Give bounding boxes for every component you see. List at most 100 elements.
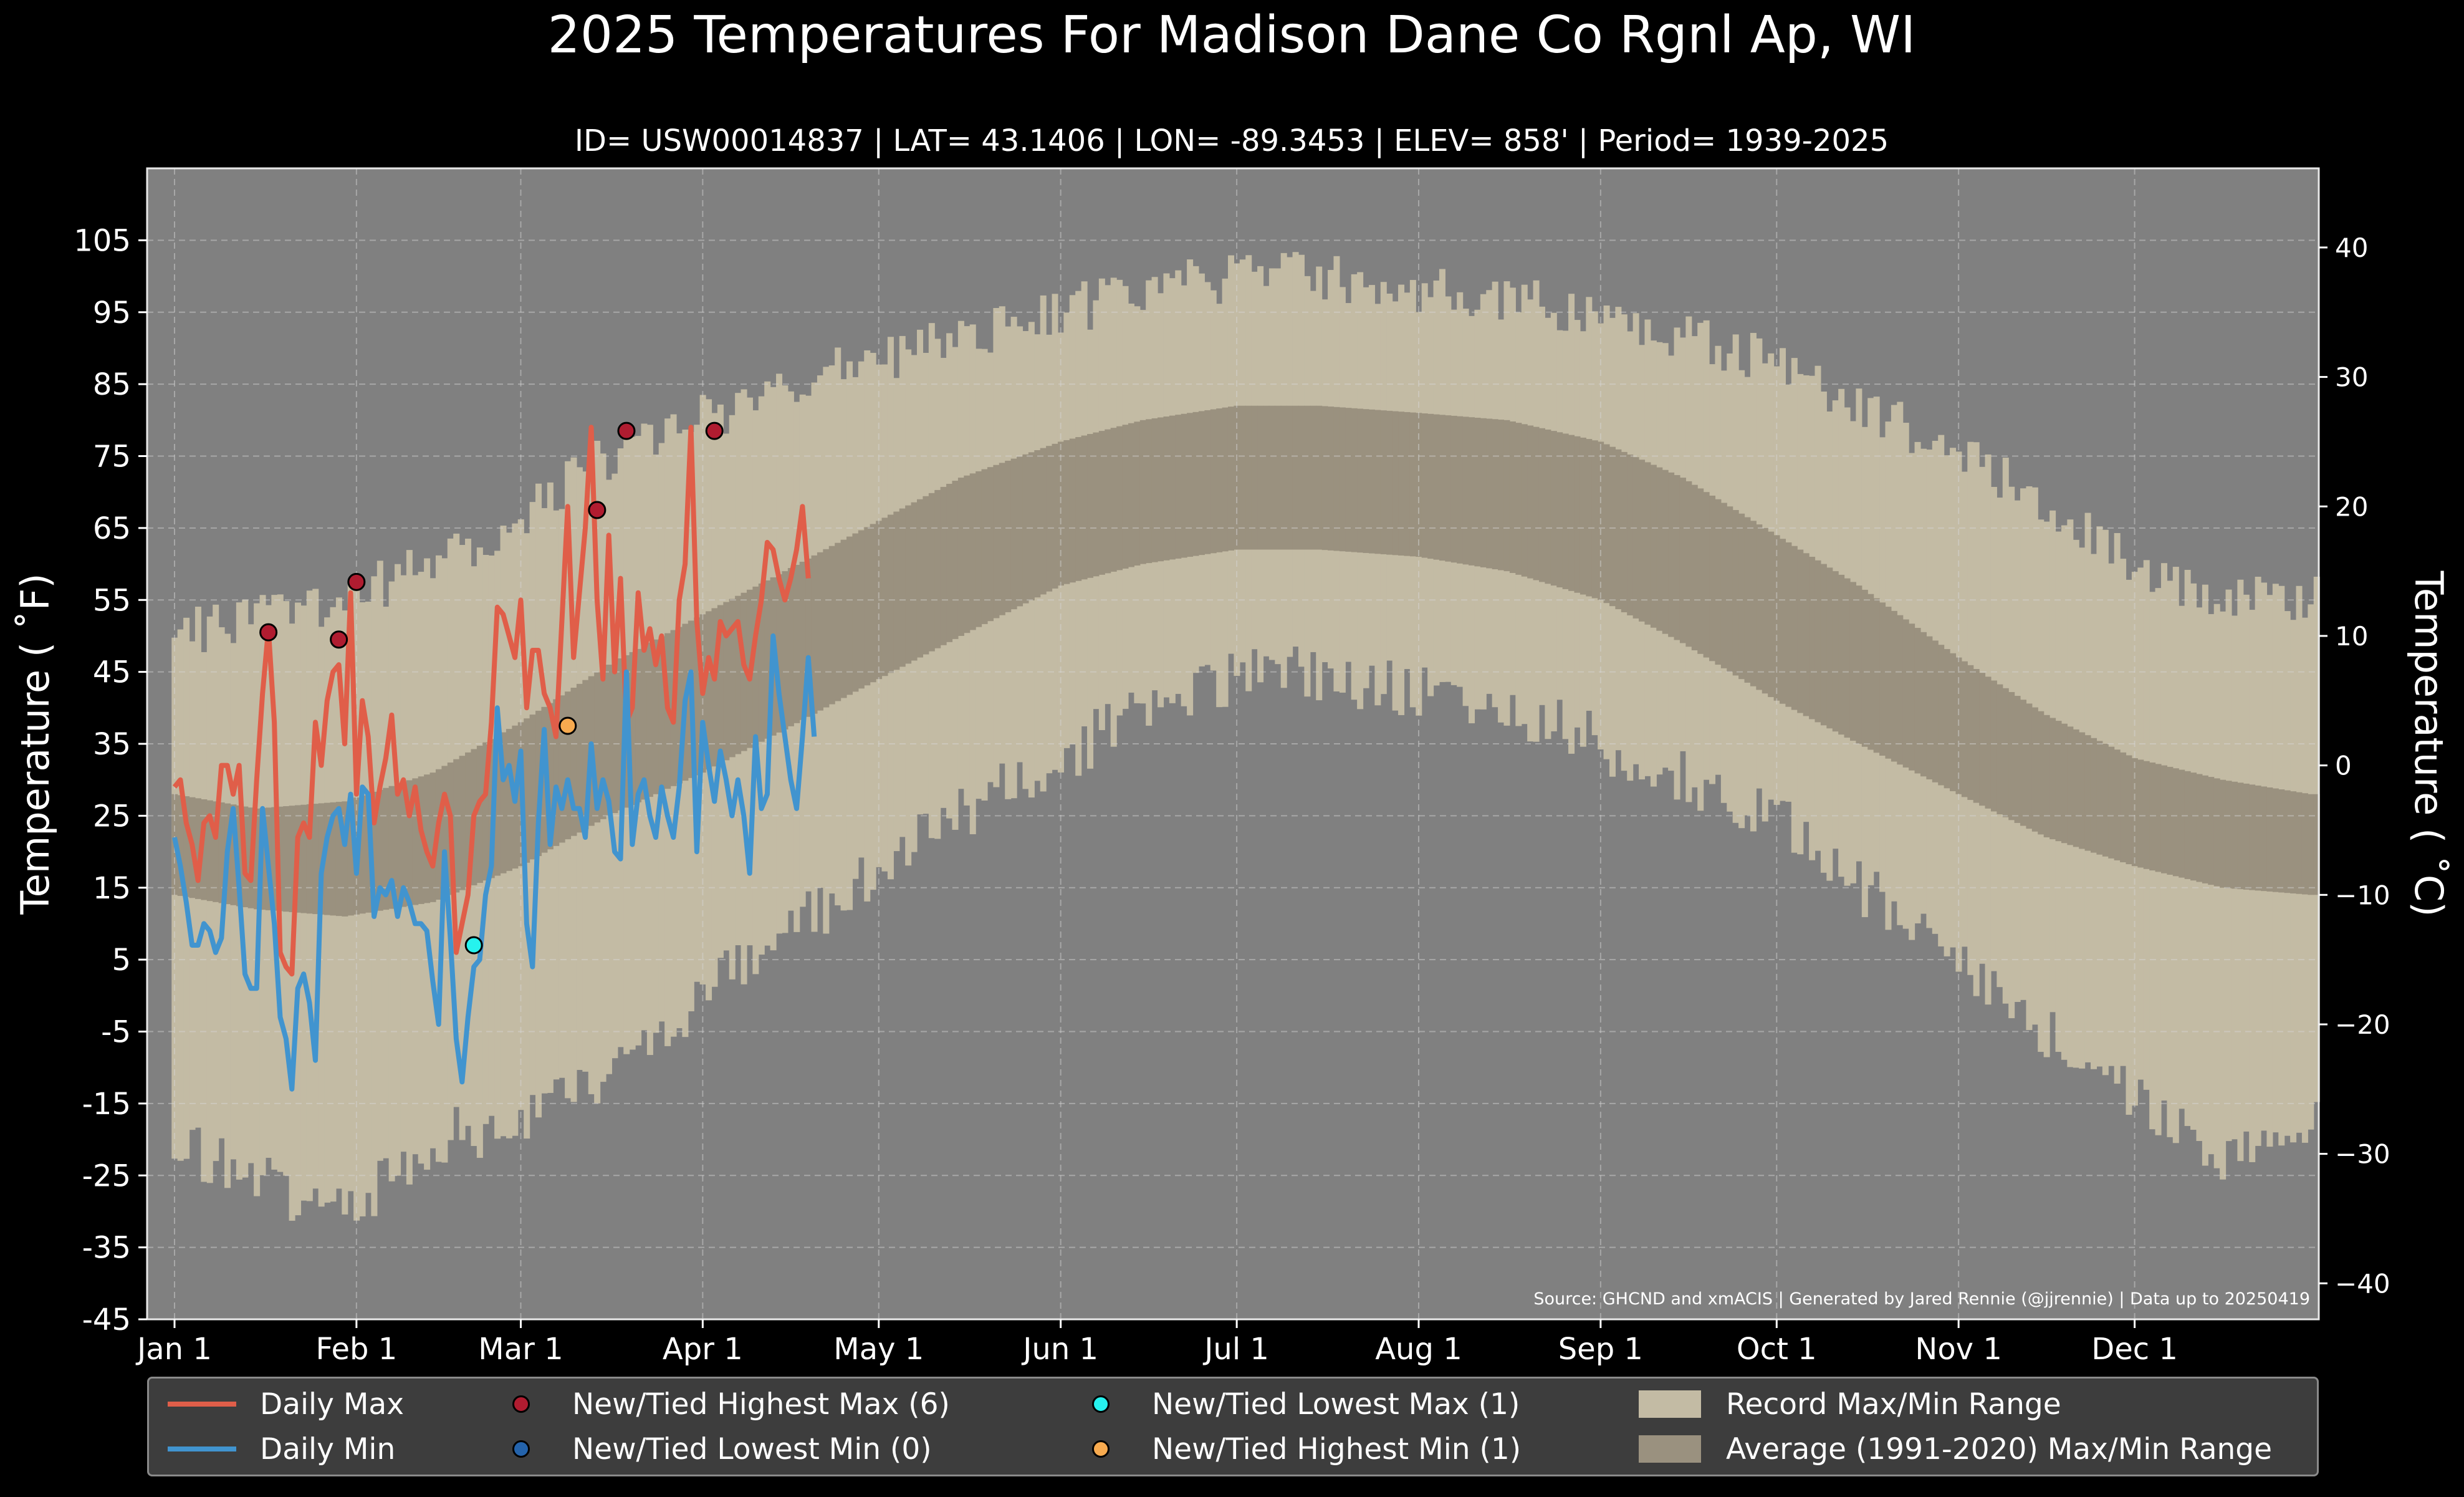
normal-range-bar	[1727, 506, 1733, 672]
normal-range-bar	[2114, 749, 2121, 860]
normal-range-bar	[1175, 415, 1182, 559]
normal-range-bar	[1791, 546, 1798, 710]
y-tick-label: -45	[82, 1302, 131, 1337]
x-tick-label: Feb 1	[315, 1332, 397, 1367]
normal-range-bar	[1257, 405, 1264, 550]
normal-range-bar	[805, 558, 812, 717]
normal-range-bar	[300, 804, 307, 913]
normal-range-bar	[453, 759, 460, 893]
normal-range-bar	[547, 703, 554, 850]
normal-range-bar	[617, 658, 624, 811]
normal-range-bar	[817, 552, 823, 711]
normal-range-bar	[1198, 411, 1205, 556]
normal-range-bar	[2126, 755, 2132, 865]
y-right-tick-label: 0	[2335, 751, 2352, 781]
record-range-bar	[201, 652, 208, 1182]
normal-range-bar	[2278, 789, 2285, 893]
record-marker	[330, 630, 348, 649]
normal-range-bar	[957, 478, 964, 636]
normal-range-bar	[1979, 673, 1986, 806]
y-right-tick-label: 40	[2335, 233, 2368, 263]
normal-range-bar	[1632, 457, 1639, 619]
normal-range-bar	[1920, 632, 1927, 777]
normal-range-bar	[1280, 405, 1287, 550]
normal-range-bar	[782, 571, 789, 729]
x-tick-label: Dec 1	[2091, 1332, 2178, 1367]
normal-range-bar	[928, 493, 935, 652]
normal-range-bar	[1691, 484, 1698, 651]
normal-range-bar	[1040, 448, 1047, 595]
normal-range-bar	[2038, 711, 2045, 835]
normal-range-bar	[1797, 549, 1804, 713]
normal-range-bar	[1932, 640, 1939, 782]
normal-range-bar	[1545, 429, 1551, 584]
normal-range-bar	[230, 804, 237, 905]
normal-range-bar	[923, 496, 929, 655]
normal-range-bar	[1474, 417, 1481, 567]
normal-range-bar	[1820, 564, 1827, 726]
normal-range-bar	[2014, 696, 2021, 823]
legend: Daily Max Daily Min New/Tied Highest Max…	[147, 1377, 2319, 1476]
normal-range-bar	[376, 789, 383, 911]
record-range-bar	[171, 637, 178, 1159]
normal-range-bar	[406, 780, 413, 906]
normal-range-bar	[465, 752, 472, 888]
normal-range-bar	[934, 489, 941, 648]
normal-range-bar	[1744, 517, 1751, 683]
normal-range-bar	[371, 791, 378, 912]
record-range-bar	[2220, 611, 2227, 1180]
legend-daily-max: Daily Max	[168, 1382, 404, 1426]
normal-range-bar	[1351, 408, 1358, 552]
normal-range-bar	[1462, 416, 1469, 565]
normal-range-bar	[1287, 405, 1293, 550]
normal-range-bar	[576, 683, 583, 833]
normal-range-bar	[1950, 653, 1957, 792]
normal-range-bar	[735, 595, 742, 754]
normal-range-bar	[2020, 700, 2027, 826]
normal-range-bar	[1938, 645, 1945, 786]
normal-range-bar	[1861, 589, 1868, 747]
normal-range-bar	[2266, 787, 2273, 892]
normal-range-bar	[2301, 793, 2308, 895]
normal-range-bar	[1809, 557, 1816, 720]
x-tick-label: May 1	[833, 1332, 924, 1367]
normal-range-bar	[1826, 567, 1833, 729]
normal-range-bar	[1227, 407, 1235, 551]
normal-range-bar	[1990, 680, 1997, 812]
normal-range-bar	[1357, 408, 1364, 553]
normal-range-bar	[1363, 409, 1369, 553]
y-tick-label: 75	[93, 440, 131, 474]
normal-range-bar	[799, 561, 806, 720]
normal-range-bar	[1897, 615, 1904, 765]
daily-max-line	[172, 425, 811, 977]
normal-range-bar	[1169, 415, 1176, 560]
normal-range-bar	[1404, 412, 1411, 556]
normal-range-bar	[335, 802, 342, 917]
normal-range-bar	[183, 796, 190, 897]
normal-range-bar	[1158, 417, 1164, 562]
normal-range-bar	[1550, 431, 1557, 586]
y-right-tick-label: 10	[2335, 621, 2368, 652]
x-tick-label: Mar 1	[478, 1332, 563, 1367]
normal-range-bar	[1105, 429, 1111, 574]
normal-range-bar	[1803, 553, 1810, 716]
normal-range-bar	[1973, 669, 1980, 803]
normal-range-bar	[2102, 744, 2109, 857]
normal-range-bar	[741, 592, 747, 751]
normal-range-bar	[2149, 762, 2156, 871]
normal-range-bar	[342, 801, 348, 917]
normal-range-bar	[1028, 452, 1035, 600]
record-marker	[705, 421, 724, 440]
normal-range-bar	[2202, 775, 2208, 883]
normal-range-bar	[1052, 443, 1058, 589]
normal-range-bar	[1439, 415, 1445, 561]
normal-range-bar	[570, 688, 577, 836]
normal-range-bar	[1409, 412, 1416, 557]
normal-range-bar	[1885, 607, 1892, 759]
normal-range-bar	[1562, 433, 1569, 589]
normal-range-bar	[1005, 460, 1012, 612]
legend-label: New/Tied Highest Min (1)	[1152, 1432, 1522, 1466]
y-right-tick-label: −20	[2335, 1009, 2390, 1040]
normal-range-bar	[441, 766, 448, 898]
y-tick-label: 5	[112, 943, 131, 978]
